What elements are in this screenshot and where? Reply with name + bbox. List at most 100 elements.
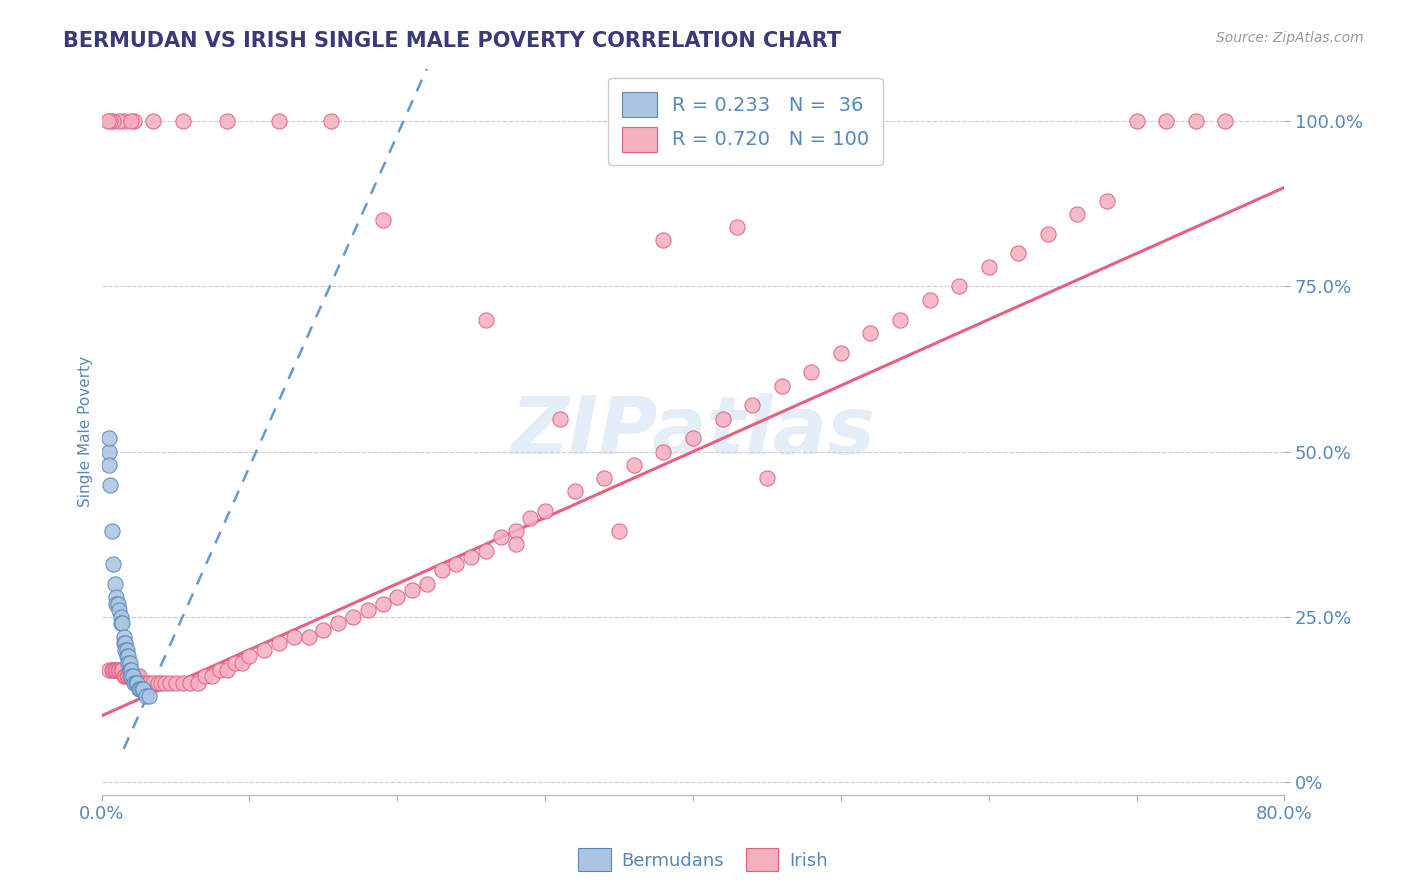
Point — [118, 656, 141, 670]
Point — [115, 642, 138, 657]
Point — [159, 675, 181, 690]
Point — [172, 675, 194, 690]
Point — [108, 663, 131, 677]
Point — [122, 669, 145, 683]
Point — [132, 682, 155, 697]
Point — [114, 636, 136, 650]
Point — [1036, 227, 1059, 241]
Point — [131, 675, 153, 690]
Point — [217, 663, 239, 677]
Point — [108, 603, 131, 617]
Point — [96, 114, 118, 128]
Point — [114, 669, 136, 683]
Point — [652, 233, 675, 247]
Point — [138, 689, 160, 703]
Point — [1007, 246, 1029, 260]
Point — [328, 616, 350, 631]
Point — [115, 669, 138, 683]
Point — [682, 431, 704, 445]
Point — [124, 675, 146, 690]
Point — [283, 630, 305, 644]
Point — [224, 656, 246, 670]
Point — [129, 682, 152, 697]
Point — [135, 675, 157, 690]
Point — [548, 411, 571, 425]
Point — [112, 669, 135, 683]
Point — [142, 114, 165, 128]
Point — [416, 576, 439, 591]
Point — [430, 564, 453, 578]
Point — [128, 682, 150, 697]
Point — [387, 590, 409, 604]
Point — [201, 669, 224, 683]
Point — [115, 649, 138, 664]
Point — [128, 669, 150, 683]
Point — [120, 114, 142, 128]
Point — [889, 312, 911, 326]
Point — [103, 663, 125, 677]
Point — [357, 603, 380, 617]
Point — [918, 293, 941, 307]
Point — [101, 663, 124, 677]
Point — [371, 597, 394, 611]
Point — [505, 537, 527, 551]
Point — [111, 616, 134, 631]
Point — [1154, 114, 1177, 128]
Point — [112, 630, 135, 644]
Point — [187, 675, 209, 690]
Point — [652, 444, 675, 458]
Point — [342, 609, 364, 624]
Point — [110, 609, 132, 624]
Point — [1213, 114, 1236, 128]
Point — [103, 557, 125, 571]
Point — [105, 597, 128, 611]
Point — [103, 114, 125, 128]
Point — [107, 663, 129, 677]
Point — [120, 669, 142, 683]
Point — [711, 411, 734, 425]
Text: Source: ZipAtlas.com: Source: ZipAtlas.com — [1216, 31, 1364, 45]
Point — [165, 675, 187, 690]
Point — [267, 636, 290, 650]
Point — [475, 543, 498, 558]
Point — [238, 649, 260, 664]
Point — [127, 675, 149, 690]
Point — [217, 114, 239, 128]
Point — [104, 663, 127, 677]
Point — [111, 663, 134, 677]
Point — [208, 663, 231, 677]
Point — [401, 583, 423, 598]
Point — [117, 656, 139, 670]
Point — [100, 477, 122, 491]
Point — [146, 675, 169, 690]
Point — [770, 378, 793, 392]
Point — [623, 458, 645, 472]
Point — [741, 398, 763, 412]
Point — [948, 279, 970, 293]
Point — [460, 550, 482, 565]
Text: BERMUDAN VS IRISH SINGLE MALE POVERTY CORRELATION CHART: BERMUDAN VS IRISH SINGLE MALE POVERTY CO… — [63, 31, 841, 51]
Point — [446, 557, 468, 571]
Point — [319, 114, 342, 128]
Point — [122, 675, 145, 690]
Point — [108, 114, 131, 128]
Point — [800, 365, 823, 379]
Point — [142, 675, 165, 690]
Point — [120, 663, 142, 677]
Point — [253, 642, 276, 657]
Point — [505, 524, 527, 538]
Point — [98, 444, 121, 458]
Point — [135, 689, 157, 703]
Point — [607, 524, 630, 538]
Point — [118, 669, 141, 683]
Point — [231, 656, 253, 670]
Point — [1095, 194, 1118, 208]
Point — [830, 345, 852, 359]
Point — [179, 675, 201, 690]
Point — [118, 663, 141, 677]
Point — [859, 326, 882, 340]
Point — [120, 669, 142, 683]
Point — [101, 524, 124, 538]
Point — [127, 669, 149, 683]
Point — [105, 663, 128, 677]
